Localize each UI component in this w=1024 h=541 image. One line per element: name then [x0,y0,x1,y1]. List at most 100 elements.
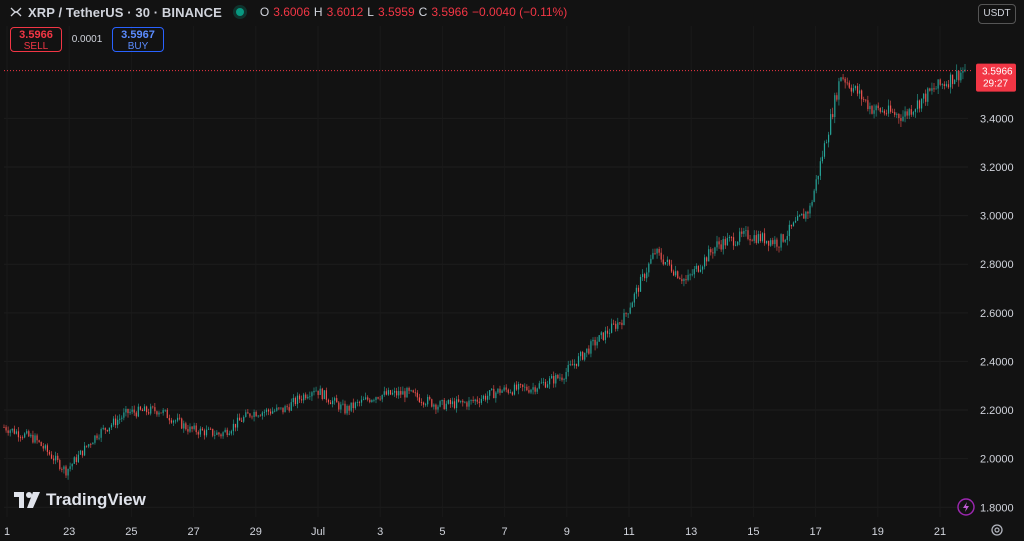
xrp-logo-icon [10,7,22,17]
candle-body [598,335,600,342]
candle-body [365,397,367,400]
candle-body [429,396,431,400]
candle-body [286,406,288,408]
candle-body [834,95,836,118]
candle-body [259,415,261,417]
ohlc-high-key: H [313,5,323,19]
buy-price: 3.5967 [121,29,155,41]
candle-body [383,391,385,395]
candle-body [642,274,644,277]
candle-body [241,420,243,422]
candle-body [522,384,524,387]
candles-layer [3,64,966,480]
ohlc-close-key: C [418,5,428,19]
candle-body [792,222,795,227]
sell-button[interactable]: 3.5966 SELL [10,27,62,52]
buy-button[interactable]: 3.5967 BUY [112,27,164,52]
candle-body [914,109,916,112]
time-axis[interactable]: 1 23 25 27 29 Jul 3 5 7 9 11 13 15 17 19 21 [4,526,946,538]
candle-body [98,437,100,439]
candle-body [466,402,468,407]
candle-body [646,272,648,279]
candle-body [912,111,914,115]
candle-body [301,399,303,401]
y-tick-label: 3.2000 [980,162,1014,174]
candle-body [441,399,443,402]
candle-body [183,423,185,429]
candle-body [594,339,596,346]
candle-body [611,323,613,333]
candle-body [294,397,296,405]
candle-body [106,429,108,432]
candle-body [931,88,933,91]
candle-body [571,364,573,366]
candle-body [507,389,509,393]
ohlc-high-value: 3.6012 [326,5,364,19]
candle-body [174,420,177,422]
candle-body [832,114,834,118]
price-axis[interactable]: 1.8000 2.0000 2.2000 2.4000 2.6000 2.8000 3.00… [980,113,1014,514]
candle-body [559,377,561,379]
candle-body [954,79,956,84]
trade-panel: 3.5966 SELL 0.0001 3.5967 BUY [10,26,164,53]
candle-body [319,388,321,395]
candle-body [780,234,782,248]
candle-body [673,271,675,276]
candle-body [761,233,764,241]
candle-body [794,220,797,223]
settings-gear-icon[interactable] [991,524,1003,536]
candle-body [542,381,544,383]
candle-body [305,394,307,399]
candle-body [757,234,759,243]
candle-body [303,394,305,401]
candle-body [524,386,526,388]
candle-body [65,466,67,476]
x-tick-label: 11 [623,526,634,538]
candle-body [323,390,325,400]
candle-body [36,435,38,441]
candle-body [596,341,598,346]
candle-body [24,433,26,438]
candle-body [825,142,828,144]
candle-body [344,403,346,414]
y-tick-label: 1.8000 [980,502,1014,514]
candle-body [110,424,113,428]
candle-body [846,82,848,84]
candle-body [546,384,549,388]
candle-body [449,400,451,405]
candle-body [732,237,735,246]
candle-body [823,143,826,157]
candle-body [170,420,172,423]
candle-body [309,396,311,398]
candle-body [648,263,650,273]
candle-body [44,445,46,449]
candle-body [679,278,681,280]
candle-body [247,412,249,414]
candle-body [534,387,536,392]
candle-body [404,391,406,398]
candle-body [627,313,629,315]
candle-body [123,412,125,418]
lightning-icon[interactable] [957,498,975,516]
tradingview-logo-text: TradingView [46,490,146,509]
candle-body [482,395,485,399]
candle-body [956,70,958,80]
candle-body [205,429,208,436]
currency-selector[interactable]: USDT [978,4,1016,24]
ohlc-low-value: 3.5959 [377,5,415,19]
x-tick-label: 1 [4,526,10,538]
candle-body [755,235,757,243]
candle-body [813,190,815,202]
candle-body [228,433,230,435]
candle-body [625,313,627,314]
candle-body [358,402,361,403]
ohlc-change-value: −0.0040 (−0.11%) [472,5,568,19]
candle-body [670,264,673,272]
symbol-title[interactable]: XRP / TetherUS · 30 · BINANCE [28,4,222,20]
candle-body [418,397,420,403]
candle-body [654,253,656,254]
candle-body [567,365,569,373]
candle-body [743,230,745,234]
